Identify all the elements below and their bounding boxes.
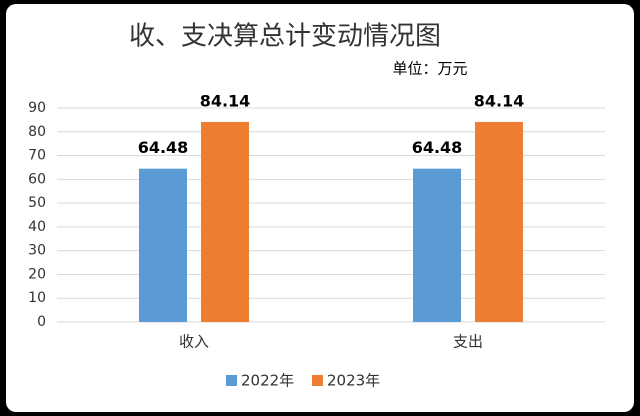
x-tick-label: 收入 (179, 333, 209, 351)
x-tick-label: 支出 (453, 333, 483, 351)
legend-label: 2022年 (241, 372, 294, 390)
y-tick-label: 90 (28, 100, 46, 116)
data-label: 64.48 (412, 138, 463, 157)
data-label: 64.48 (138, 138, 189, 157)
y-tick-label: 0 (37, 314, 46, 330)
y-tick-label: 60 (28, 171, 46, 187)
y-tick-label: 20 (28, 266, 46, 282)
chart-subtitle: 单位：万元 (392, 60, 467, 78)
data-label: 84.14 (200, 91, 251, 110)
chart-background (6, 4, 634, 412)
chart-title: 收、支决算总计变动情况图 (129, 22, 441, 52)
bar (139, 168, 187, 322)
bar (475, 121, 523, 322)
y-tick-label: 40 (28, 219, 46, 235)
y-tick-label: 10 (28, 290, 46, 306)
legend-label: 2023年 (327, 372, 380, 390)
bar (201, 121, 249, 322)
legend-swatch (226, 375, 237, 386)
y-tick-label: 50 (28, 195, 46, 211)
data-label: 84.14 (474, 91, 525, 110)
y-tick-label: 80 (28, 124, 46, 140)
y-tick-label: 30 (28, 243, 46, 259)
legend-swatch (312, 375, 323, 386)
y-tick-label: 70 (28, 148, 46, 164)
bar (413, 168, 461, 322)
